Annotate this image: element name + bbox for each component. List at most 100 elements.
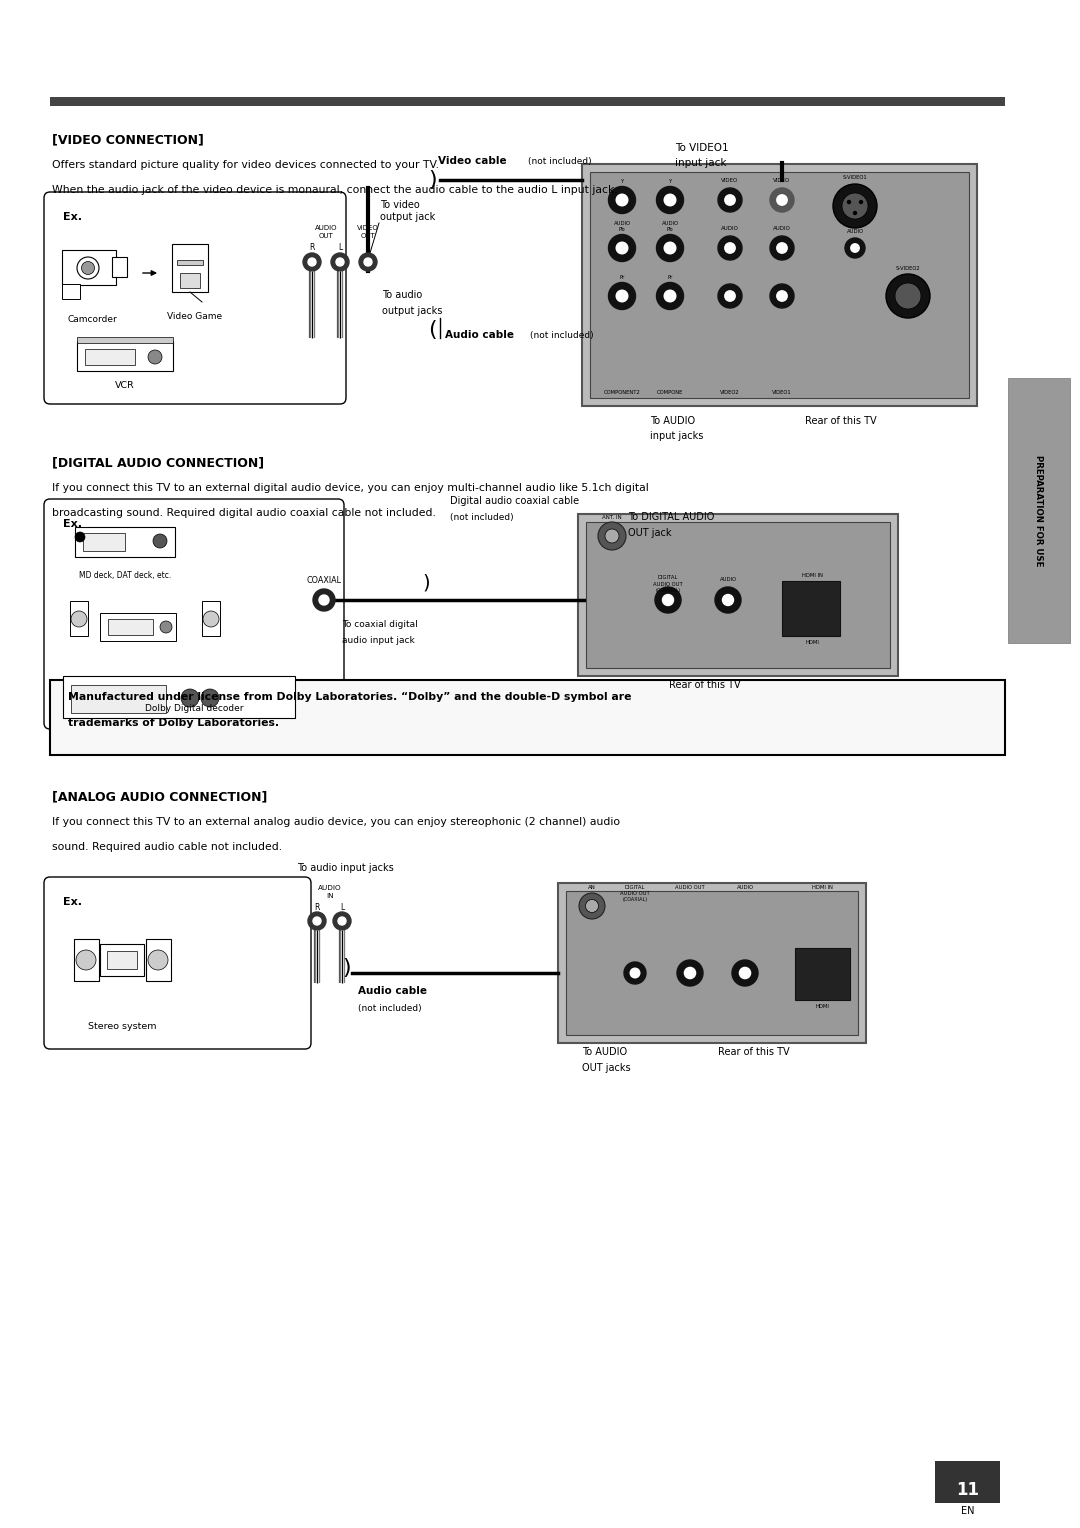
Circle shape xyxy=(336,258,345,266)
Text: HDMI: HDMI xyxy=(815,1004,829,1008)
Circle shape xyxy=(777,194,787,205)
Circle shape xyxy=(624,963,646,984)
Text: R: R xyxy=(314,903,320,912)
Circle shape xyxy=(71,611,87,626)
Text: ): ) xyxy=(342,958,351,978)
Bar xyxy=(177,260,203,264)
Circle shape xyxy=(75,532,85,542)
Text: (COAXIAL): (COAXIAL) xyxy=(622,897,648,902)
Bar xyxy=(83,533,125,552)
Bar xyxy=(50,96,1005,105)
Text: (not included): (not included) xyxy=(530,330,594,339)
Bar xyxy=(107,950,137,969)
Circle shape xyxy=(201,689,219,707)
Text: HDMI IN: HDMI IN xyxy=(801,573,823,578)
Circle shape xyxy=(203,611,219,626)
Circle shape xyxy=(740,967,751,978)
Text: Y: Y xyxy=(669,179,672,183)
Text: Ex.: Ex. xyxy=(63,897,82,908)
Circle shape xyxy=(685,967,696,978)
Circle shape xyxy=(725,290,735,301)
Circle shape xyxy=(842,193,868,219)
Text: [VIDEO CONNECTION]: [VIDEO CONNECTION] xyxy=(52,133,204,147)
Text: R: R xyxy=(309,243,314,252)
Text: AN: AN xyxy=(589,885,596,889)
Text: PREPARATION FOR USE: PREPARATION FOR USE xyxy=(1035,455,1043,567)
Text: audio input jack: audio input jack xyxy=(342,636,415,645)
Bar xyxy=(586,523,890,668)
FancyBboxPatch shape xyxy=(44,500,345,729)
Text: MD deck, DAT deck, etc.: MD deck, DAT deck, etc. xyxy=(79,571,171,581)
Circle shape xyxy=(664,194,676,206)
Circle shape xyxy=(859,200,863,205)
Text: input jack: input jack xyxy=(675,157,727,168)
Circle shape xyxy=(895,283,921,309)
Text: To VIDEO1: To VIDEO1 xyxy=(675,144,729,153)
Text: Digital audio coaxial cable: Digital audio coaxial cable xyxy=(450,497,579,506)
Text: To AUDIO: To AUDIO xyxy=(650,416,696,426)
Circle shape xyxy=(732,960,758,986)
Bar xyxy=(100,944,144,976)
Text: COMPONE: COMPONE xyxy=(657,390,684,396)
Circle shape xyxy=(777,243,787,254)
Bar xyxy=(50,680,1005,755)
Text: AUDIO OUT: AUDIO OUT xyxy=(653,582,683,587)
Circle shape xyxy=(657,283,684,310)
Text: VIDEO1: VIDEO1 xyxy=(772,390,792,396)
Text: Rear of this TV: Rear of this TV xyxy=(718,1047,789,1057)
Circle shape xyxy=(333,912,351,931)
Bar xyxy=(85,348,135,365)
Text: AUDIO: AUDIO xyxy=(719,578,737,582)
Text: To AUDIO: To AUDIO xyxy=(582,1047,627,1057)
Circle shape xyxy=(725,194,735,205)
Circle shape xyxy=(886,274,930,318)
Text: AUDIO: AUDIO xyxy=(737,885,754,889)
Text: Rear of this TV: Rear of this TV xyxy=(805,416,877,426)
Circle shape xyxy=(657,186,684,214)
Text: AUDIO: AUDIO xyxy=(662,222,678,226)
Text: ): ) xyxy=(428,170,436,189)
Text: HDMI: HDMI xyxy=(805,640,819,645)
Bar xyxy=(62,284,80,299)
Text: 11: 11 xyxy=(956,1481,978,1499)
Text: Manufactured under license from Dolby Laboratories. “Dolby” and the double-D sym: Manufactured under license from Dolby La… xyxy=(68,692,632,701)
Circle shape xyxy=(718,235,742,260)
Text: Pr: Pr xyxy=(619,275,624,280)
Circle shape xyxy=(608,234,635,261)
Bar xyxy=(180,274,200,287)
Text: OUT: OUT xyxy=(361,232,376,238)
Text: To coaxial digital: To coaxial digital xyxy=(342,620,418,630)
Text: [ANALOG AUDIO CONNECTION]: [ANALOG AUDIO CONNECTION] xyxy=(52,790,268,804)
Circle shape xyxy=(657,234,684,261)
Bar xyxy=(558,883,866,1044)
Circle shape xyxy=(654,587,681,613)
Circle shape xyxy=(148,950,168,970)
Bar xyxy=(566,891,858,1034)
Text: (not included): (not included) xyxy=(528,157,592,167)
Circle shape xyxy=(851,244,860,252)
Text: S-VIDEO2: S-VIDEO2 xyxy=(895,266,920,270)
Bar xyxy=(795,947,850,999)
Text: When the audio jack of the video device is monaural, connect the audio cable to : When the audio jack of the video device … xyxy=(52,185,618,196)
Bar xyxy=(75,940,99,981)
Circle shape xyxy=(77,257,99,280)
Circle shape xyxy=(770,235,794,260)
Text: ANT. IN: ANT. IN xyxy=(603,515,622,520)
Text: If you connect this TV to an external digital audio device, you can enjoy multi-: If you connect this TV to an external di… xyxy=(52,483,649,494)
Circle shape xyxy=(364,258,372,266)
Text: AUDIO: AUDIO xyxy=(319,885,341,891)
Text: AUDIO: AUDIO xyxy=(721,226,739,231)
Text: [DIGITAL AUDIO CONNECTION]: [DIGITAL AUDIO CONNECTION] xyxy=(52,455,265,469)
Circle shape xyxy=(718,188,742,212)
Circle shape xyxy=(585,900,598,912)
Text: OUT jacks: OUT jacks xyxy=(582,1063,631,1073)
Bar xyxy=(77,341,173,371)
Text: Offers standard picture quality for video devices connected to your TV.: Offers standard picture quality for vide… xyxy=(52,160,438,170)
Text: Video Game: Video Game xyxy=(167,312,222,321)
Circle shape xyxy=(313,917,321,924)
Text: input jacks: input jacks xyxy=(650,431,703,442)
Text: AUDIO OUT: AUDIO OUT xyxy=(620,891,650,895)
Text: AUDIO: AUDIO xyxy=(847,229,864,234)
Text: OUT: OUT xyxy=(319,232,334,238)
Circle shape xyxy=(664,290,676,303)
